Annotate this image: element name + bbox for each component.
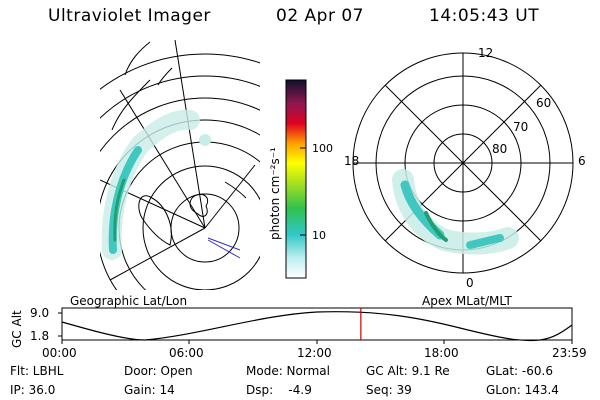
footer-filter: Flt: LBHL <box>10 364 64 378</box>
xtick-0000: 00:00 <box>42 346 77 360</box>
mlt-label-18: 18 <box>344 154 360 168</box>
right-map-label: Apex MLat/MLT <box>422 294 512 308</box>
footer-mode: Mode: Normal <box>246 364 330 378</box>
xtick-2359: 23:59 <box>552 346 587 360</box>
colorbar <box>285 79 307 279</box>
altitude-ylabel: GC Alt <box>10 310 24 348</box>
altitude-ytick-9: 9.0 <box>30 306 50 320</box>
footer-glat: GLat: -60.6 <box>486 364 553 378</box>
footer-ip: IP: 36.0 <box>10 383 56 397</box>
date-label: 02 Apr 07 <box>276 6 364 26</box>
time-label: 14:05:43 UT <box>429 6 540 26</box>
footer-glon: GLon: 143.4 <box>486 383 559 397</box>
xtick-0600: 06:00 <box>169 346 204 360</box>
mlat-label-80: 80 <box>492 142 508 156</box>
footer-door: Door: Open <box>124 364 193 378</box>
colorbar-tick-100: 100 <box>312 142 333 155</box>
altitude-ytick-1-8: 1.8 <box>30 329 50 343</box>
mlat-label-70: 70 <box>513 120 529 134</box>
app-title: Ultraviolet Imager <box>48 6 211 26</box>
left-map-label: Geographic Lat/Lon <box>70 294 188 308</box>
mlt-label-12: 12 <box>478 46 494 60</box>
xtick-1800: 18:00 <box>424 346 459 360</box>
mlat-label-60: 60 <box>536 96 552 110</box>
colorbar-tick-10: 10 <box>312 229 326 242</box>
footer-gc-alt: GC Alt: 9.1 Re <box>366 364 450 378</box>
footer-dsp: Dsp: -4.9 <box>246 383 312 397</box>
footer-gain: Gain: 14 <box>124 383 175 397</box>
xtick-1200: 12:00 <box>297 346 332 360</box>
mlt-label-6: 6 <box>578 154 586 168</box>
mlt-label-0: 0 <box>466 276 474 290</box>
footer-seq: Seq: 39 <box>366 383 412 397</box>
